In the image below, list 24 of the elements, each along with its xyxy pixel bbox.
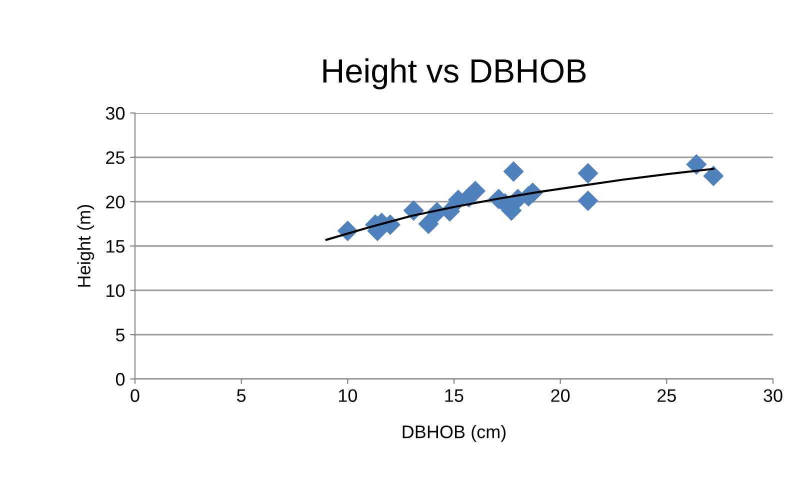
x-tick-label: 0 (130, 389, 140, 402)
x-tick-label: 20 (551, 389, 570, 402)
y-tick-label: 30 (106, 106, 125, 120)
point (464, 180, 486, 202)
y-tick-label: 10 (106, 284, 125, 298)
x-tick-label: 30 (764, 389, 782, 402)
y-tick-label: 0 (116, 372, 125, 386)
x-tick-label: 5 (237, 389, 246, 402)
point (578, 162, 598, 184)
point (686, 154, 707, 175)
y-tick-label: 20 (106, 196, 125, 208)
point (578, 190, 598, 212)
chart-title: Height vs DBHOB (323, 58, 586, 90)
point (703, 166, 724, 186)
y-tick-label: 25 (106, 151, 125, 164)
y-axis-title: Height (m) (77, 204, 94, 287)
point (503, 161, 524, 182)
x-axis-title: DBHOB (cm) (402, 425, 506, 442)
y-tick-label: 5 (116, 328, 125, 342)
x-tick-label: 25 (658, 389, 676, 402)
x-tick-label: 15 (445, 389, 464, 402)
x-tick-label: 10 (339, 389, 358, 402)
point (418, 214, 439, 234)
y-tick-label: 15 (106, 240, 125, 253)
